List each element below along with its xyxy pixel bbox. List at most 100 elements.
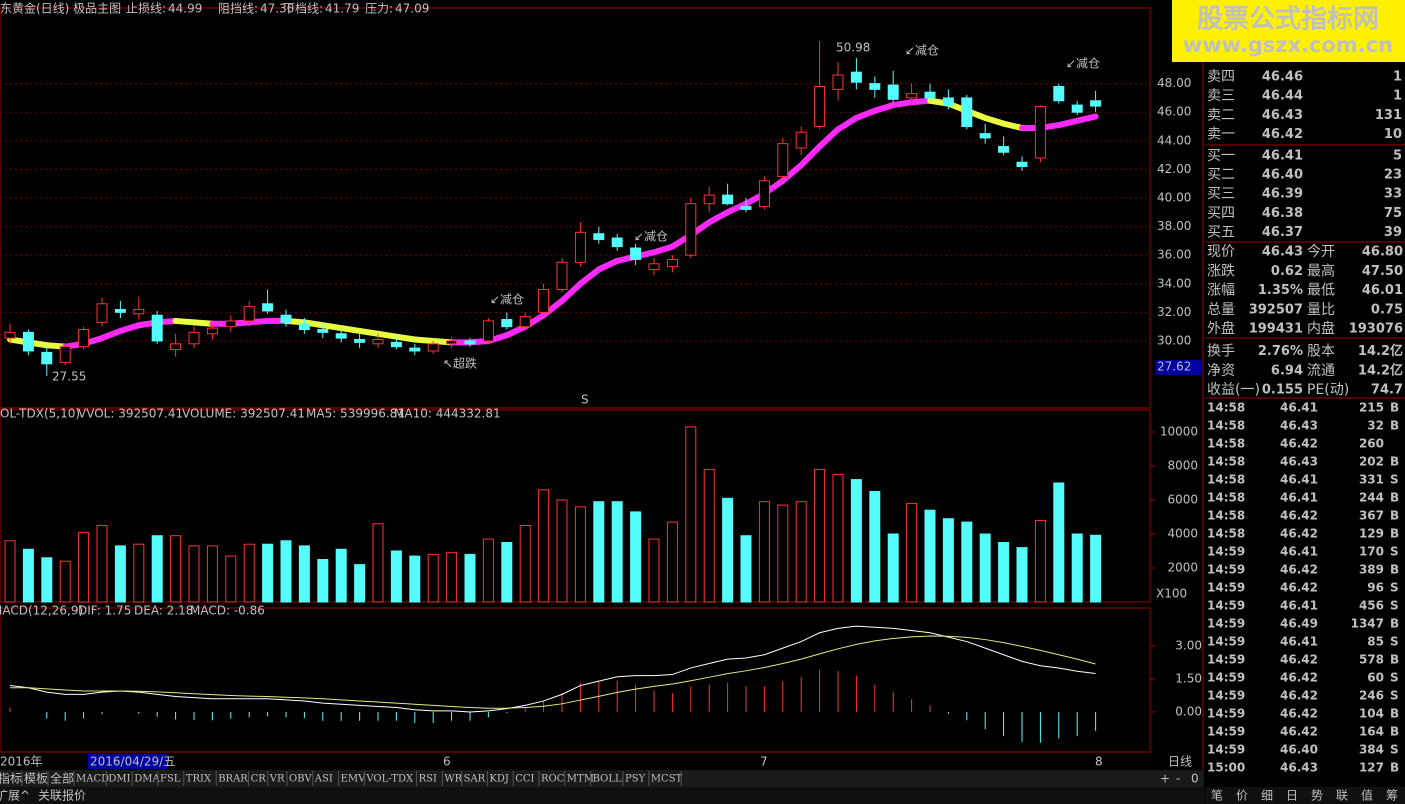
trade-time: 14:59 bbox=[1207, 653, 1245, 667]
volume-bar bbox=[317, 559, 329, 603]
volume-bar bbox=[482, 538, 494, 603]
right-tab[interactable]: 值 bbox=[1361, 788, 1373, 803]
trade-price: 46.41 bbox=[1280, 545, 1318, 559]
volume-header: VOL-TDX(5,10) bbox=[0, 407, 80, 421]
volume-bar bbox=[96, 525, 108, 603]
trade-time: 14:58 bbox=[1207, 437, 1245, 451]
tab[interactable]: RSI bbox=[419, 774, 437, 785]
tab[interactable]: SAR bbox=[464, 774, 486, 785]
tab[interactable]: KDJ bbox=[489, 774, 509, 785]
tab[interactable]: VOL-TDX bbox=[365, 774, 414, 785]
candle-body bbox=[482, 320, 494, 342]
tab[interactable]: OBV bbox=[289, 774, 313, 785]
footer-tab[interactable]: 关联报价 bbox=[38, 788, 86, 803]
date-cursor-box bbox=[88, 754, 168, 769]
quote-label: 换手 bbox=[1207, 343, 1235, 360]
dif-line bbox=[9, 625, 1096, 713]
candle-body bbox=[225, 320, 237, 328]
date-label: 8 bbox=[1095, 755, 1103, 769]
tab[interactable]: 指标 bbox=[0, 771, 22, 786]
volume-bar bbox=[206, 545, 218, 603]
tab[interactable]: DMA bbox=[134, 774, 160, 785]
candle-body bbox=[114, 308, 126, 313]
right-tab[interactable]: 笔 bbox=[1211, 788, 1223, 803]
trend-line bbox=[871, 102, 897, 114]
volume-bar bbox=[409, 555, 421, 603]
candle-body bbox=[96, 303, 108, 323]
quote-label: 最高 bbox=[1307, 262, 1335, 279]
trade-price: 46.42 bbox=[1280, 653, 1318, 667]
tab[interactable]: EMV bbox=[341, 774, 367, 785]
tab[interactable]: MCST bbox=[651, 774, 683, 785]
right-tab[interactable]: 势 bbox=[1311, 789, 1323, 803]
tab[interactable]: ASI bbox=[314, 774, 333, 785]
book-label: 卖二 bbox=[1207, 107, 1235, 123]
footer-tab[interactable]: 扩展^ bbox=[0, 789, 30, 803]
trade-volume: 129 bbox=[1359, 527, 1384, 541]
trade-price: 46.42 bbox=[1280, 437, 1318, 451]
scroll-button[interactable]: 0 bbox=[1191, 772, 1199, 786]
candle-body bbox=[942, 97, 954, 106]
right-tab[interactable]: 筹 bbox=[1386, 789, 1398, 803]
tab[interactable]: DMI bbox=[108, 774, 130, 785]
tab[interactable]: CR bbox=[251, 774, 267, 785]
tab[interactable]: ROC bbox=[541, 774, 565, 785]
trade-time: 14:58 bbox=[1207, 491, 1245, 505]
right-tab[interactable]: 价 bbox=[1236, 789, 1248, 803]
quote-label: 外盘 bbox=[1207, 320, 1235, 337]
quote-label: 涨跌 bbox=[1207, 263, 1235, 279]
candle-body bbox=[1071, 104, 1083, 113]
trend-line bbox=[798, 143, 823, 169]
candle-body bbox=[1016, 161, 1028, 168]
quote-value: 0.62 bbox=[1271, 264, 1303, 279]
quote-label: 内盘 bbox=[1307, 320, 1335, 337]
scroll-button[interactable]: - bbox=[1176, 772, 1180, 786]
tab[interactable]: VR bbox=[269, 774, 285, 785]
trade-time: 14:59 bbox=[1207, 689, 1245, 703]
trade-side: B bbox=[1390, 455, 1399, 469]
volume-bar bbox=[78, 531, 90, 603]
tab[interactable]: FSL bbox=[160, 774, 181, 785]
tab[interactable]: PSY bbox=[625, 774, 646, 785]
trade-volume: 32 bbox=[1367, 419, 1384, 433]
tab[interactable]: TRIX bbox=[186, 774, 212, 785]
trade-price: 46.43 bbox=[1280, 419, 1318, 433]
annotation: ↖超跌 bbox=[443, 356, 477, 371]
trade-side: B bbox=[1390, 419, 1399, 433]
trend-line bbox=[411, 336, 437, 344]
y-tick-label: 0.00 bbox=[1175, 704, 1202, 718]
indicator-label: 下档线: bbox=[283, 2, 323, 16]
y-tick-label: 46.00 bbox=[1157, 105, 1191, 119]
tab[interactable]: MACD bbox=[76, 774, 109, 785]
book-volume: 1 bbox=[1393, 89, 1402, 104]
date-cursor: 2016/04/29/五 bbox=[90, 755, 175, 769]
quote-label: 收益(一) bbox=[1207, 382, 1260, 398]
cursor-box bbox=[1155, 360, 1201, 375]
tab[interactable]: 全部 bbox=[50, 771, 74, 786]
trade-price: 46.42 bbox=[1280, 581, 1318, 595]
y-tick-label: 30.00 bbox=[1157, 333, 1191, 347]
candle-body bbox=[133, 308, 145, 315]
right-tab[interactable]: 日 bbox=[1286, 789, 1298, 803]
book-volume: 33 bbox=[1384, 187, 1402, 202]
right-tab[interactable]: 联 bbox=[1336, 789, 1348, 803]
right-tab[interactable]: 细 bbox=[1261, 789, 1273, 803]
tab[interactable]: MTM bbox=[567, 774, 594, 785]
tab[interactable]: BOLL bbox=[593, 774, 622, 785]
candle-body bbox=[703, 194, 715, 205]
candle-body bbox=[335, 333, 347, 339]
candle-body bbox=[556, 261, 568, 290]
trade-time: 14:59 bbox=[1207, 635, 1245, 649]
tab[interactable]: BRAR bbox=[218, 774, 248, 785]
tab[interactable]: WR bbox=[444, 774, 462, 785]
y-tick-label: 36.00 bbox=[1157, 248, 1191, 262]
tab[interactable]: 模板 bbox=[24, 772, 48, 786]
candle-body bbox=[446, 340, 458, 345]
trade-volume: 384 bbox=[1359, 743, 1384, 757]
book-label: 卖四 bbox=[1207, 69, 1235, 85]
trade-side: B bbox=[1390, 491, 1399, 505]
quote-label: 今开 bbox=[1307, 244, 1335, 260]
scroll-button[interactable]: + bbox=[1160, 772, 1170, 786]
trade-volume: 244 bbox=[1359, 491, 1384, 505]
tab[interactable]: CCI bbox=[515, 774, 534, 785]
